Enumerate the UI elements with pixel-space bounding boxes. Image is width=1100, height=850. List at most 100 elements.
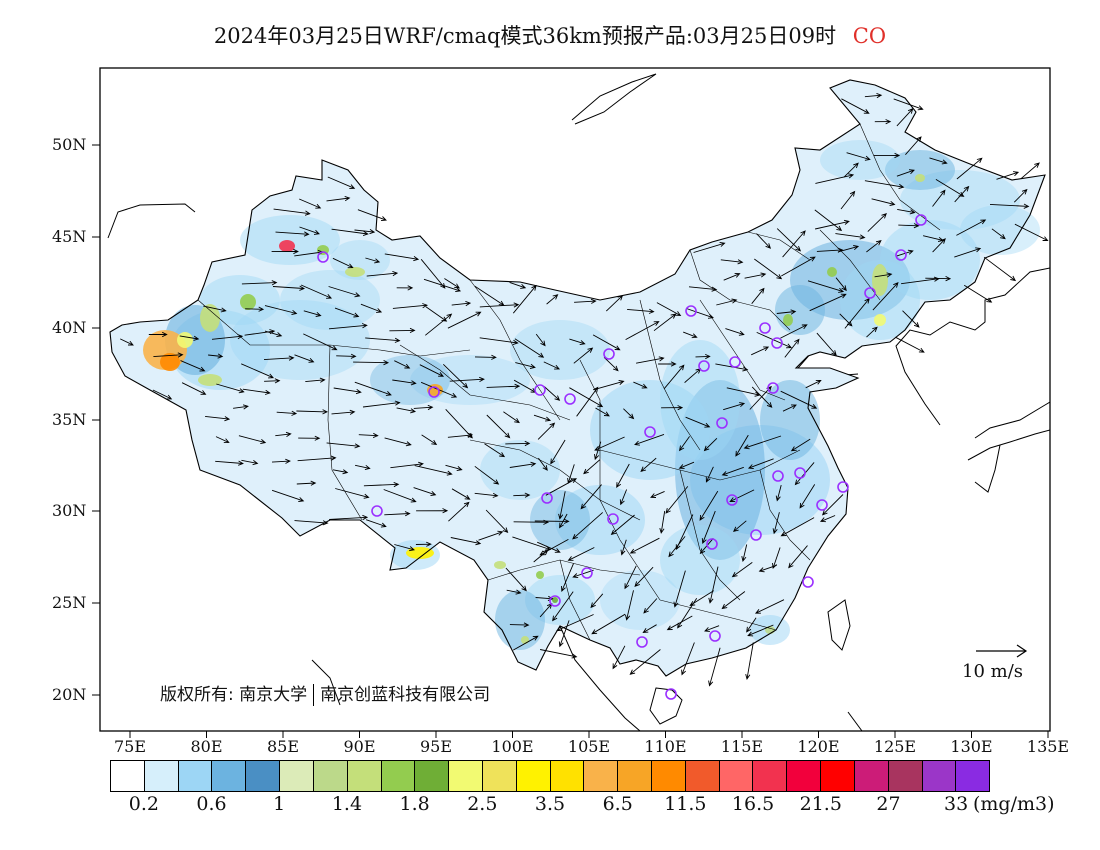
wind-arrow: [264, 378, 281, 384]
province-boundary: [747, 231, 811, 261]
wind-arrow: [715, 363, 749, 372]
legend-label: 21.5: [799, 793, 842, 815]
wind-arrow: [233, 404, 249, 410]
city-station-marker: [706, 538, 718, 550]
wind-arrow: [535, 333, 546, 347]
wind-arrow: [276, 410, 298, 416]
wind-arrow: [506, 589, 522, 595]
wind-arrow: [663, 364, 685, 390]
wind-arrow: [819, 515, 836, 523]
wind-arrow: [419, 364, 445, 377]
legend-swatch-25: [956, 761, 990, 791]
wind-arrow: [666, 615, 693, 631]
wind-arrow: [814, 209, 843, 232]
copyright-notice: 版权所有: 南京大学 南京创蓝科技有限公司: [160, 680, 490, 706]
legend-swatch-18: [719, 761, 754, 791]
wind-arrow: [558, 620, 570, 648]
legend-label: 11.5: [664, 793, 707, 815]
chart-title: 2024年03月25日WRF/cmaq模式36km预报产品:03月25日09时 …: [0, 20, 1100, 50]
wind-arrow: [956, 219, 987, 236]
legend-swatch-23: [888, 761, 923, 791]
wind-arrow: [363, 481, 400, 488]
wind-arrow: [296, 480, 317, 486]
wind-arrow: [478, 530, 504, 541]
wind-arrow: [451, 300, 472, 307]
title-text: 2024年03月25日WRF/cmaq模式36km预报产品:03月25日09时: [213, 24, 837, 48]
wind-arrow: [512, 635, 539, 651]
wind-arrow: [772, 512, 780, 535]
wind-arrow: [448, 501, 470, 522]
wind-arrow: [688, 286, 718, 292]
lat-label: 20N: [52, 685, 87, 704]
concentration-hotspot: [160, 353, 180, 371]
concentration-patch: [240, 215, 340, 265]
lon-label: 90E: [343, 737, 376, 756]
legend-swatch-14: [584, 761, 619, 791]
legend-swatch-17: [685, 761, 720, 791]
wind-arrow: [743, 435, 782, 450]
wind-arrow: [179, 335, 200, 341]
wind-arrow: [242, 388, 271, 395]
city-station-marker: [729, 356, 741, 368]
city-station-marker: [709, 630, 721, 642]
concentration-patch: [480, 440, 560, 500]
coastline-segment: [895, 267, 1050, 426]
wind-arrow: [661, 405, 684, 411]
city-station-marker: [750, 529, 762, 541]
wind-arrow: [610, 514, 635, 536]
legend-label: 1: [273, 793, 286, 815]
wind-arrow: [735, 434, 749, 457]
wind-arrow: [513, 492, 531, 498]
wind-arrow: [634, 433, 665, 446]
city-station-marker: [895, 249, 907, 261]
wind-arrow: [332, 469, 349, 475]
legend-swatch-1: [144, 761, 179, 791]
wind-arrow: [205, 415, 231, 422]
wind-arrow: [840, 190, 856, 210]
wind-arrow: [685, 416, 711, 428]
wind-arrow: [241, 363, 275, 379]
wind-arrow: [392, 303, 429, 309]
legend-swatch-11: [482, 761, 517, 791]
wind-arrow: [784, 338, 800, 358]
wind-arrow: [708, 566, 719, 604]
wind-arrow: [514, 338, 545, 358]
wind-arrow: [580, 484, 602, 510]
wind-arrow: [305, 377, 326, 383]
wind-arrow: [392, 379, 417, 386]
pollutant-label: CO: [852, 24, 887, 48]
wind-arrow: [442, 363, 469, 389]
wind-arrow: [686, 308, 714, 319]
wind-arrow: [989, 203, 1030, 209]
wind-arrow: [705, 466, 714, 483]
wind-arrow: [484, 443, 506, 458]
wind-arrow: [754, 599, 785, 614]
wind-arrow: [451, 488, 471, 500]
wind-arrow: [303, 333, 338, 351]
wind-arrow: [569, 338, 586, 346]
legend-swatch-22: [854, 761, 889, 791]
wind-arrow: [723, 402, 746, 411]
wind-arrow: [328, 286, 361, 298]
city-station-marker: [771, 337, 783, 349]
wind-arrow: [731, 562, 753, 578]
wind-arrow: [929, 157, 948, 165]
wind-arrow: [474, 354, 497, 360]
province-boundary: [469, 439, 641, 521]
wind-arrow: [264, 305, 298, 315]
wind-arrow: [413, 487, 437, 496]
concentration-patch: [600, 570, 680, 630]
wind-arrow: [954, 185, 970, 203]
concentration-patch: [330, 240, 390, 280]
concentration-field: [143, 140, 1040, 650]
concentration-hotspot: [536, 571, 544, 579]
wind-arrow: [474, 492, 499, 498]
province-boundary: [327, 344, 363, 521]
wind-arrow: [447, 311, 482, 329]
concentration-hotspot: [177, 332, 193, 348]
legend-swatch-10: [449, 761, 483, 791]
wind-arrow: [595, 407, 610, 417]
lat-label: 35N: [52, 410, 87, 429]
wind-arrow: [512, 284, 537, 314]
legend-swatch-8: [381, 761, 416, 791]
